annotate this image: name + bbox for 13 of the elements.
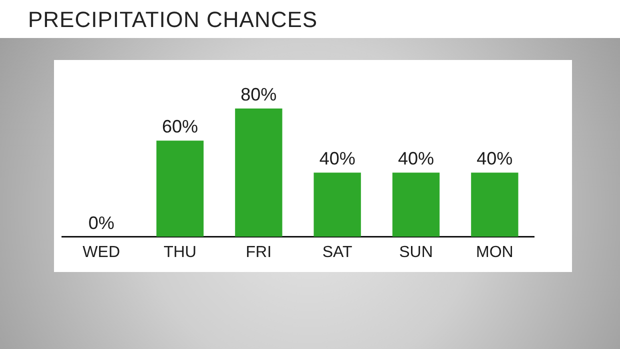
x-tick-label: FRI <box>246 244 272 261</box>
data-label: 60% <box>162 116 198 137</box>
data-label: 0% <box>88 212 114 233</box>
chart-title: PRECIPITATION CHANCES <box>28 7 318 33</box>
x-tick-label: SAT <box>322 244 353 261</box>
x-tick-label: WED <box>82 244 120 261</box>
data-label: 40% <box>476 148 513 169</box>
data-label: 80% <box>240 84 277 104</box>
x-tick-label: SUN <box>399 244 433 261</box>
x-tick-label: THU <box>164 244 196 261</box>
data-label: 40% <box>398 148 434 169</box>
data-label: 40% <box>319 148 356 169</box>
x-tick-label: MON <box>476 244 514 261</box>
